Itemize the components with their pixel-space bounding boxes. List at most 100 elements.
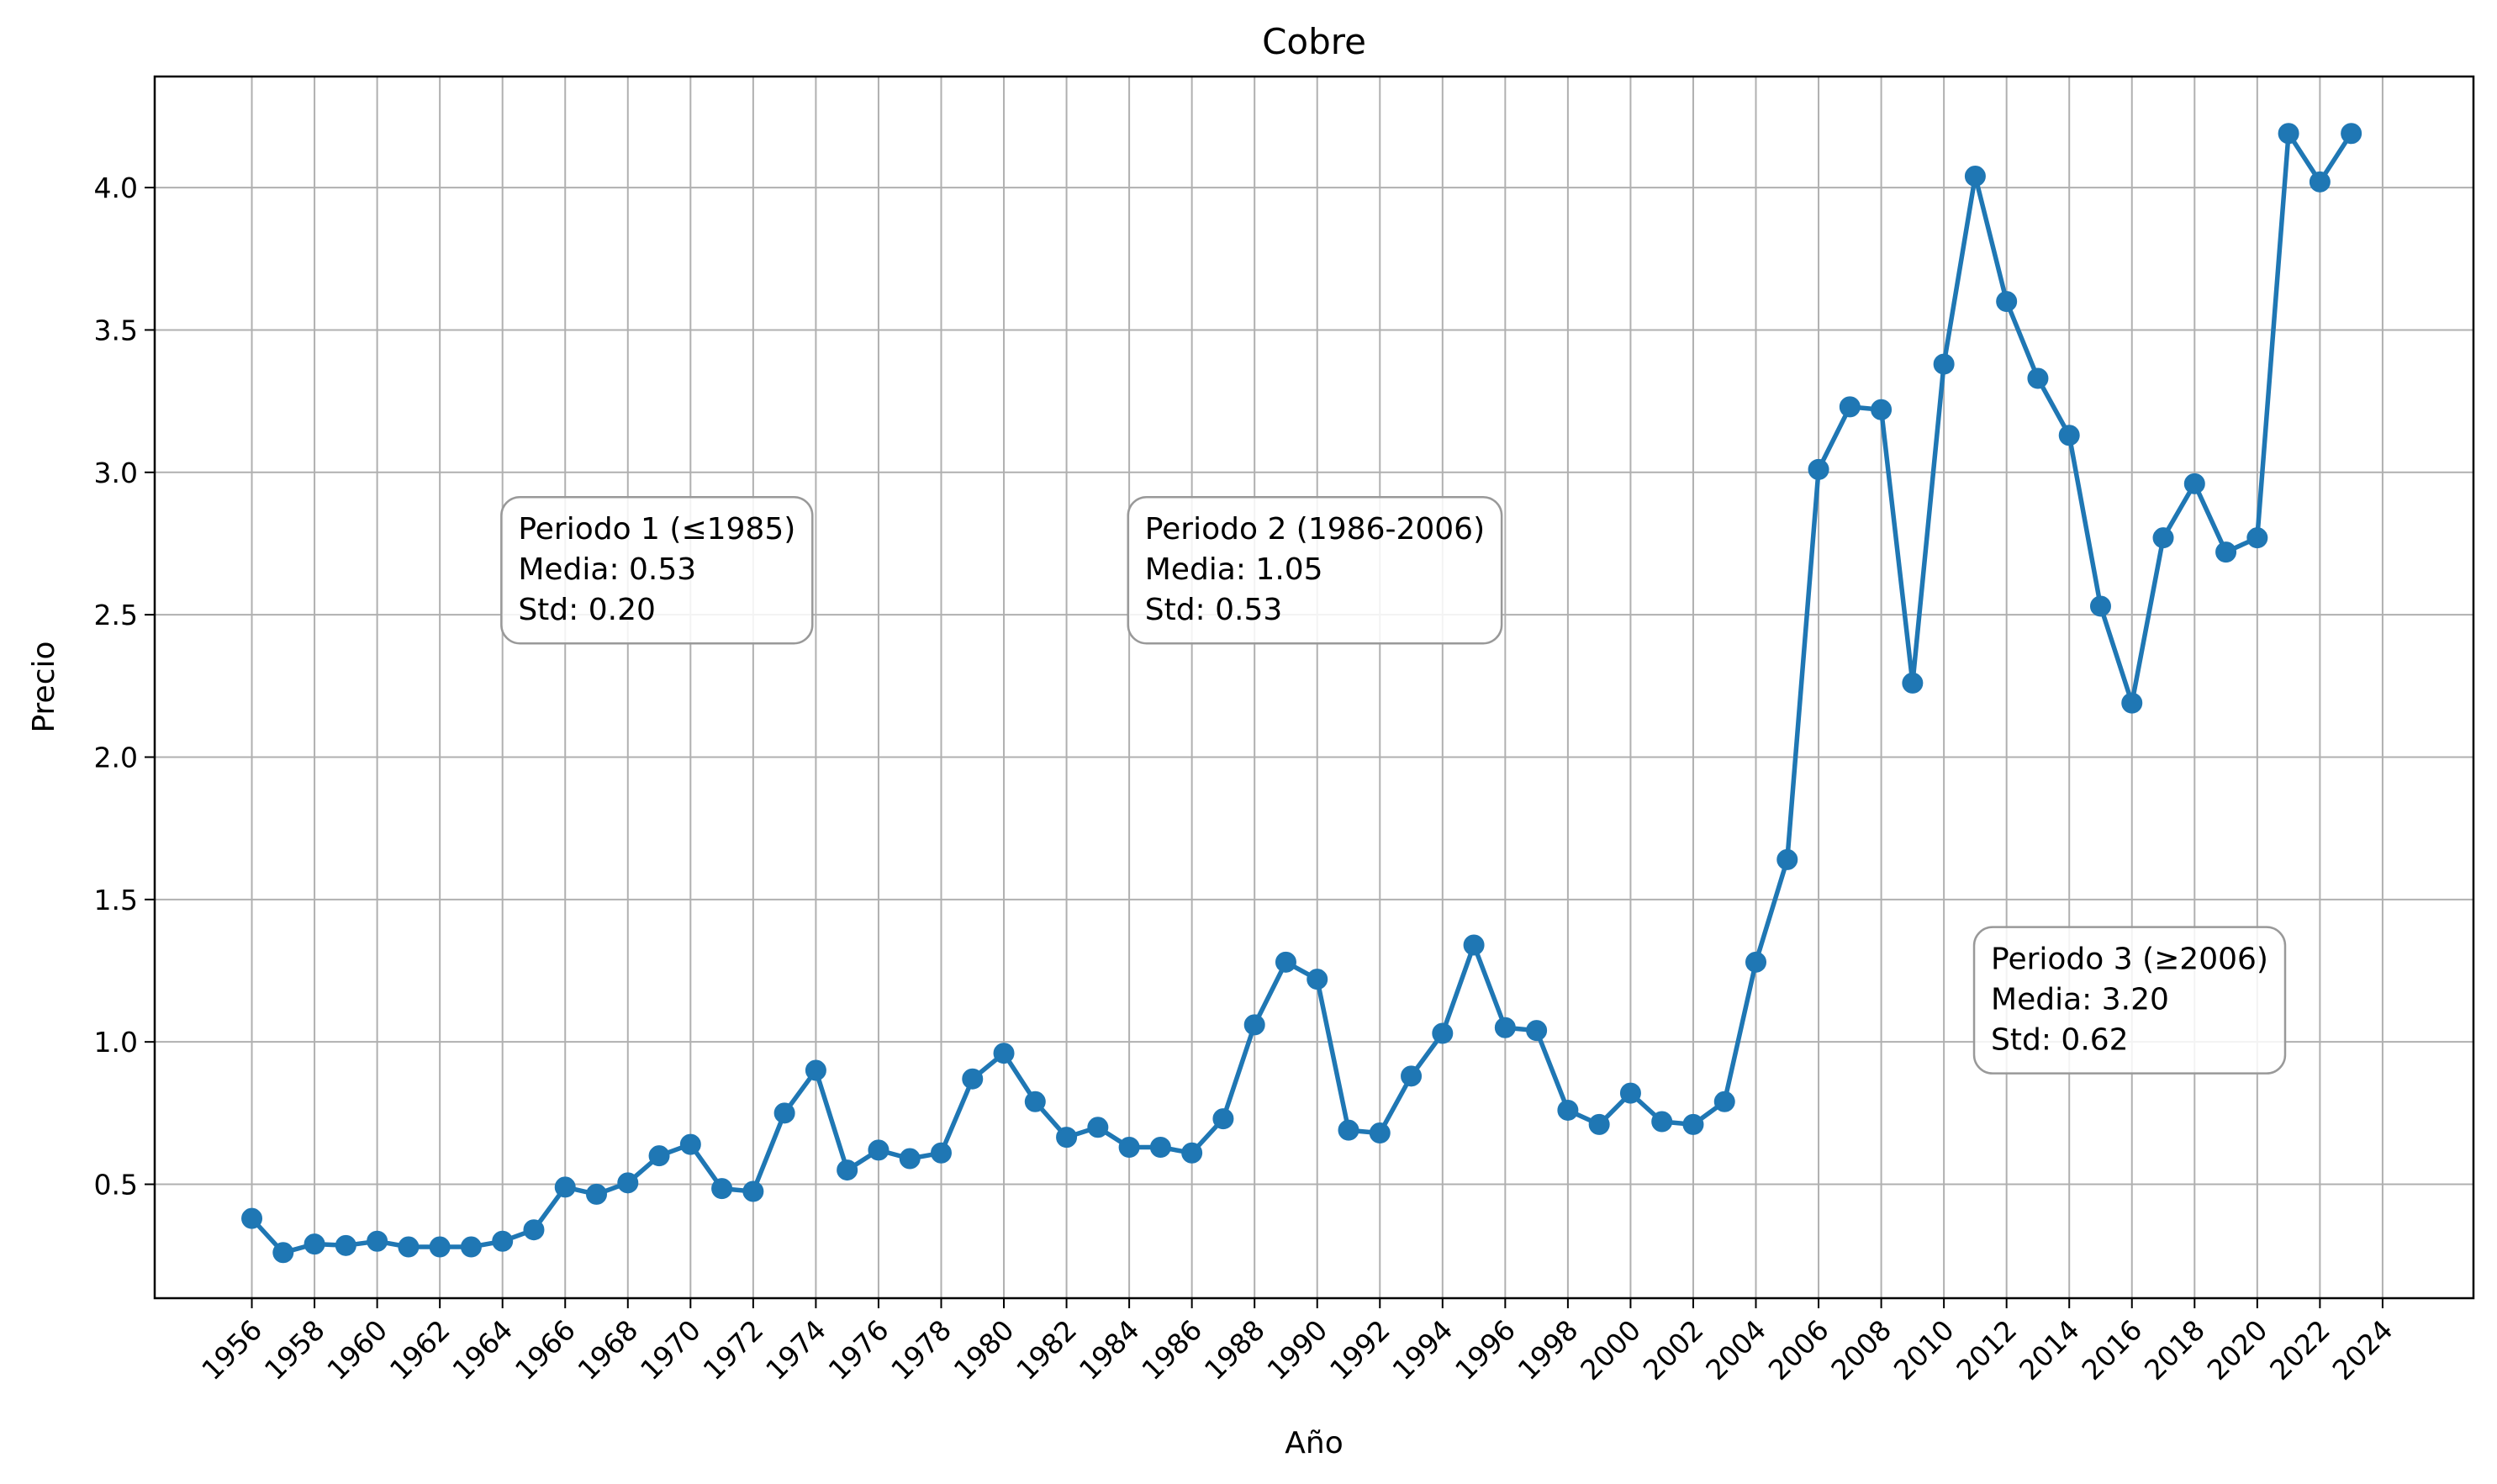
data-point: [2121, 692, 2143, 714]
series-line: [249, 130, 2354, 1255]
data-point: [1557, 1099, 1579, 1121]
data-point: [1682, 1113, 1704, 1135]
x-tick-label: 1972: [697, 1313, 770, 1386]
x-tick-label: 1994: [1386, 1313, 1460, 1386]
data-point: [1243, 1014, 1265, 1036]
data-point: [1619, 1082, 1641, 1104]
x-tick-label: 1978: [884, 1313, 958, 1386]
data-point: [899, 1148, 921, 1170]
data-point: [1776, 848, 1798, 870]
data-point: [429, 1236, 451, 1258]
data-point: [1275, 951, 1296, 973]
x-tick-label: 1984: [1073, 1313, 1146, 1386]
annotation-line: Media: 3.20: [1991, 983, 2169, 1017]
y-tick-label: 3.0: [94, 457, 138, 489]
x-tick-label: 2018: [2138, 1313, 2211, 1386]
data-point: [2058, 425, 2080, 446]
x-tick-label: 2000: [1574, 1313, 1647, 1386]
x-tick-label: 1960: [320, 1313, 393, 1386]
series-layer: [241, 123, 2362, 1264]
x-tick-label: 1986: [1135, 1313, 1208, 1386]
data-point: [1745, 951, 1767, 973]
data-point: [1369, 1122, 1391, 1144]
data-point: [2309, 171, 2331, 193]
x-tick-label: 1958: [258, 1313, 331, 1386]
data-point: [1024, 1091, 1046, 1112]
data-point: [679, 1133, 701, 1155]
data-point: [2246, 527, 2268, 549]
data-point: [1713, 1091, 1735, 1112]
data-point: [523, 1219, 545, 1241]
annotation-box: Periodo 1 (≤1985) Media: 0.53 Std: 0.20: [500, 495, 814, 645]
data-point: [492, 1230, 514, 1252]
data-point: [1087, 1117, 1109, 1138]
data-point: [868, 1139, 890, 1161]
x-tick-label: 1970: [634, 1313, 707, 1386]
data-point: [2341, 123, 2362, 145]
data-point: [805, 1059, 826, 1081]
x-tick-label: 1998: [1512, 1313, 1585, 1386]
plot-frame: [153, 75, 2475, 1300]
data-point: [367, 1230, 388, 1252]
annotation-line: Periodo 3 (≥2006): [1991, 943, 2268, 977]
x-tick-label: 1968: [571, 1313, 644, 1386]
data-point: [304, 1233, 325, 1255]
data-point: [335, 1234, 356, 1256]
annotation-box: Periodo 2 (1986-2006) Media: 1.05 Std: 0.5…: [1127, 495, 1503, 645]
annotation-frame: [1127, 495, 1503, 645]
data-point: [1902, 672, 1924, 694]
data-point: [648, 1145, 670, 1167]
data-point: [2152, 527, 2174, 549]
x-tick-label: 2022: [2263, 1313, 2336, 1386]
data-point: [1494, 1017, 1516, 1038]
y-tick-label: 4.0: [94, 172, 138, 204]
y-tick-label: 3.5: [94, 314, 138, 346]
data-point: [2183, 473, 2205, 494]
x-tick-label: 1988: [1198, 1313, 1271, 1386]
data-point: [1149, 1136, 1171, 1158]
x-tick-label: 2014: [2013, 1313, 2086, 1386]
annotation-line: Std: 0.20: [518, 593, 656, 627]
annotation-line: Std: 0.53: [1145, 593, 1283, 627]
x-tick-label: 1996: [1449, 1313, 1522, 1386]
annotation-box: Periodo 3 (≥2006) Media: 3.20 Std: 0.62: [1972, 926, 2287, 1075]
x-tick-label: 1976: [822, 1313, 895, 1386]
x-tick-label: 2020: [2201, 1313, 2274, 1386]
x-tick-label: 2024: [2326, 1313, 2399, 1386]
x-tick-label: 2012: [1950, 1313, 2023, 1386]
annotation-line: Periodo 2 (1986-2006): [1145, 512, 1485, 547]
y-tick-label: 2.5: [94, 599, 138, 631]
x-tick-label: 1974: [759, 1313, 832, 1386]
x-tick-label: 2008: [1824, 1313, 1898, 1386]
data-point: [1808, 458, 1829, 480]
data-point: [930, 1142, 952, 1164]
data-point: [1432, 1022, 1454, 1044]
x-tick-label: 1964: [446, 1313, 519, 1386]
data-point: [962, 1068, 984, 1090]
annotation-frame: [500, 495, 814, 645]
x-tick-label: 1980: [948, 1313, 1021, 1386]
data-point: [272, 1242, 294, 1264]
chart-title: Cobre: [1262, 21, 1366, 62]
x-tick-label: 2016: [2075, 1313, 2148, 1386]
x-tick-label: 1956: [195, 1313, 268, 1386]
data-point: [1933, 353, 1955, 375]
data-point: [554, 1176, 576, 1198]
data-point: [1871, 399, 1893, 420]
data-point: [2027, 367, 2049, 389]
annotation-line: Media: 0.53: [518, 552, 696, 587]
data-point: [617, 1172, 639, 1194]
x-tick-label: 1992: [1323, 1313, 1396, 1386]
data-point: [460, 1236, 482, 1258]
data-point: [2215, 541, 2237, 563]
y-tick-label: 0.5: [94, 1169, 138, 1201]
x-tick-label: 2004: [1699, 1313, 1772, 1386]
data-point: [1996, 291, 2018, 313]
data-point: [1651, 1111, 1673, 1133]
data-point: [1118, 1136, 1140, 1158]
data-point: [1338, 1119, 1359, 1141]
x-tick-label: 2006: [1762, 1313, 1835, 1386]
y-axis-label: Precio: [27, 641, 61, 732]
